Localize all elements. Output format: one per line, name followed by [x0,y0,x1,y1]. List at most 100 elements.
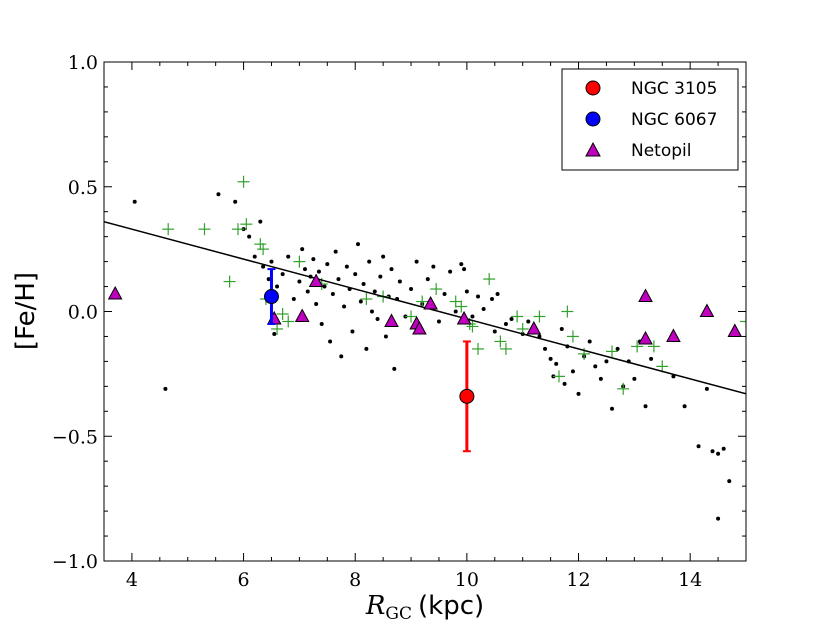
cepheid-point [224,276,236,288]
netopil-point [700,305,713,317]
ngc6067-point [264,290,278,304]
x-tick-label: 6 [238,569,250,591]
field-star-point [281,272,285,276]
field-star-point [269,260,273,264]
field-star-point [426,277,430,281]
field-star-point [339,354,343,358]
field-star-point [325,262,329,266]
field-star-point [342,305,346,309]
field-star-point [476,295,480,299]
field-star-point [577,392,581,396]
x-tick-label: 4 [126,569,138,591]
legend-marker-ngc6067 [586,112,600,126]
legend-label-netopil: Netopil [631,141,691,161]
field-star-point [292,297,296,301]
ngc3105-point [460,389,474,403]
netopil-point [728,324,741,336]
field-star-point [258,220,262,224]
field-star-point [314,302,318,306]
netopil-point [458,312,471,324]
field-star-point [554,362,558,366]
field-star-point [462,267,466,271]
field-star-point [482,307,486,311]
y-tick-label: −1.0 [52,551,98,573]
cepheid-point [483,273,495,285]
field-star-point [359,300,363,304]
x-axis-title-unit: (kpc) [418,591,484,621]
cepheid-point [277,308,289,320]
field-star-point [362,282,366,286]
netopil-point [385,314,398,326]
y-tick-label: −0.5 [52,426,98,448]
field-star-point [549,357,553,361]
field-star-point [409,287,413,291]
cepheid-point [254,238,266,250]
field-star-point [216,192,220,196]
field-star-point [504,322,508,326]
field-star-point [543,347,547,351]
field-star-point [716,452,720,456]
field-star-point [364,347,368,351]
cepheid-point [293,256,305,268]
netopil-point [109,287,122,299]
netopil-point [424,297,437,309]
cepheid-point [561,306,573,318]
netopil-point [639,290,652,302]
field-star-point [286,255,290,259]
field-star-point [300,247,304,251]
x-tick-label: 8 [349,569,361,591]
field-star-point [353,272,357,276]
field-star-point [697,444,701,448]
field-star-point [454,310,458,314]
field-star-point [443,292,447,296]
field-star-point [526,319,530,323]
field-star-point [727,479,731,483]
field-star-point [711,449,715,453]
field-star-point [373,290,377,294]
field-star-point [331,292,335,296]
y-tick-label: 0.5 [68,177,98,199]
field-star-point [378,275,382,279]
cepheid-point [472,343,484,355]
field-star-point [272,332,276,336]
y-tick-label: 0.0 [68,302,98,324]
field-star-point [376,317,380,321]
field-star-point [163,387,167,391]
cepheid-point [553,370,565,382]
cepheid-point [617,383,629,395]
field-star-point [604,359,608,363]
field-star-point [345,265,349,269]
netopil-point [527,322,540,334]
field-star-point [431,265,435,269]
field-star-point [510,317,514,321]
field-star-point [632,377,636,381]
cepheid-point [511,310,523,322]
field-star-point [588,339,592,343]
field-star-point [649,357,653,361]
netopil-point [639,332,652,344]
field-star-point [571,369,575,373]
field-star-point [610,407,614,411]
field-star-point [437,319,441,323]
cepheid-point [494,335,506,347]
field-star-point [392,367,396,371]
legend: NGC 3105 NGC 6067 Netopil [562,69,738,170]
field-star-point [496,292,500,296]
legend-marker-ngc3105 [586,81,600,95]
y-axis-title: [Fe/H] [11,272,41,350]
field-star-point [336,277,340,281]
cepheid-point [533,310,545,322]
field-star-point [306,290,310,294]
netopil-point [296,309,309,321]
cepheid-point [162,223,174,235]
x-axis-title: RGC (kpc) [365,591,484,623]
y-tick-label: 1.0 [68,52,98,74]
field-star-point [722,447,726,451]
cepheid-point [257,243,269,255]
field-star-point [490,297,494,301]
field-star-point [683,404,687,408]
field-star-point [716,517,720,521]
field-star-point [415,260,419,264]
field-star-point [398,280,402,284]
field-star-point [320,322,324,326]
